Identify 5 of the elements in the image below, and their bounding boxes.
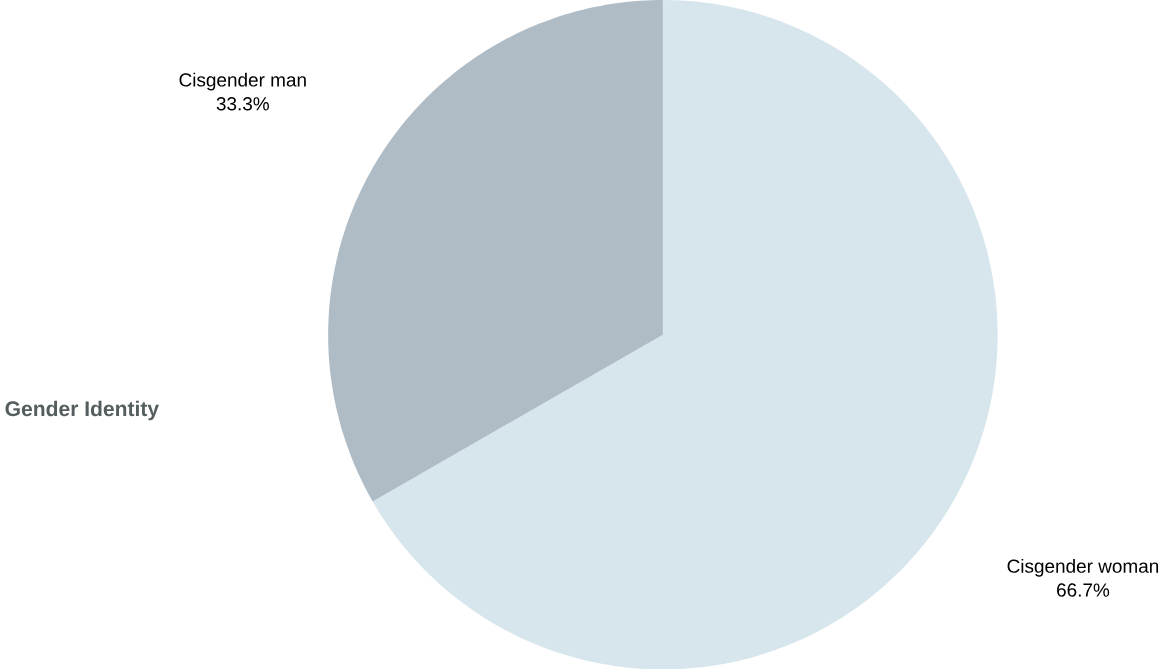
- text: Gender Identity: [5, 400, 159, 421]
- data-label: 33.3%: [216, 96, 269, 111]
- slice-label: Cisgender woman: [1007, 558, 1159, 577]
- slice-label: Cisgender man: [179, 72, 306, 91]
- data-label: 66.7%: [1057, 583, 1110, 597]
